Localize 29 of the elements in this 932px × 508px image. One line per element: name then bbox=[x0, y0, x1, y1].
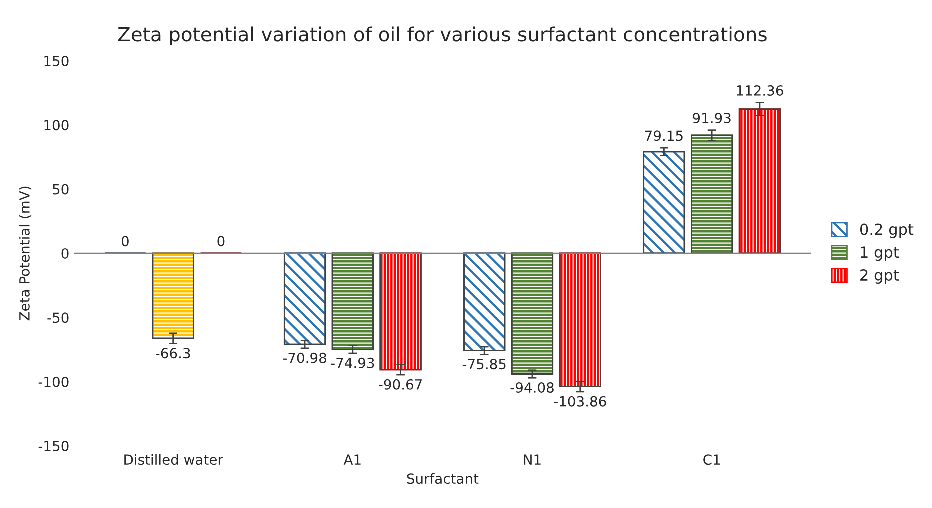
x-axis-title: Surfactant bbox=[407, 473, 479, 484]
y-axis-title: Zeta Potential (mV) bbox=[19, 186, 32, 321]
y-tick-label: 100 bbox=[44, 120, 69, 131]
data-label: 79.15 bbox=[645, 130, 683, 142]
data-label: -66.3 bbox=[156, 348, 190, 359]
legend-label: 1 gpt bbox=[861, 246, 900, 262]
y-tick-label: 150 bbox=[44, 56, 69, 66]
y-tick-label: -100 bbox=[38, 376, 69, 388]
y-tick-label: -50 bbox=[48, 312, 69, 324]
y-tick-label: -150 bbox=[38, 440, 69, 452]
data-label: -74.93 bbox=[331, 358, 374, 368]
legend-label: 0.2 gpt bbox=[860, 224, 914, 238]
x-tick-label: Distilled water bbox=[124, 454, 224, 466]
chart-title: Zeta potential variation of oil for various surfactant concentrations bbox=[118, 26, 767, 46]
data-label: -90.67 bbox=[379, 379, 422, 390]
data-label: 112.36 bbox=[737, 85, 784, 96]
x-tick-label: C1 bbox=[704, 454, 720, 466]
data-label: 91.93 bbox=[693, 113, 731, 124]
data-label: -103.86 bbox=[554, 396, 606, 407]
x-tick-label: A1 bbox=[344, 454, 361, 465]
legend-label: 2 gpt bbox=[860, 269, 900, 284]
y-tick-label: 0 bbox=[62, 248, 69, 259]
data-label: 0 bbox=[218, 236, 225, 247]
data-label: -70.98 bbox=[283, 352, 326, 364]
data-label: -75.85 bbox=[462, 359, 506, 370]
y-tick-label: 50 bbox=[53, 184, 69, 195]
x-tick-label: N1 bbox=[524, 454, 541, 465]
data-label: 0 bbox=[122, 236, 129, 247]
data-label: -94.08 bbox=[510, 382, 554, 394]
